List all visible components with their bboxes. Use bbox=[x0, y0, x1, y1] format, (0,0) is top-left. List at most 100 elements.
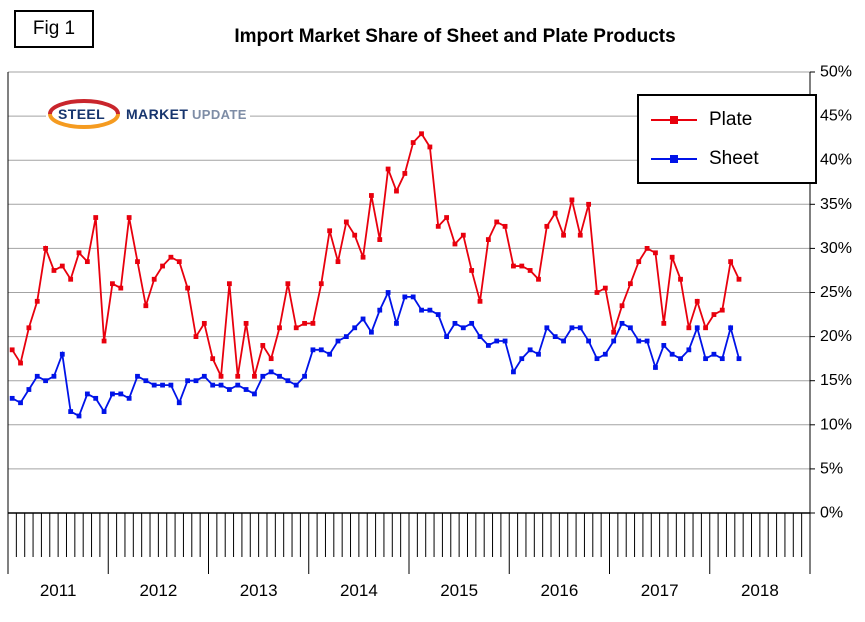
data-point-plate bbox=[277, 325, 282, 331]
data-point-sheet bbox=[185, 378, 191, 384]
figure-label-box: Fig 1 bbox=[14, 10, 94, 48]
data-point-sheet bbox=[160, 382, 165, 388]
data-point-plate bbox=[243, 320, 249, 326]
data-point-sheet bbox=[653, 365, 658, 370]
data-point-plate bbox=[719, 307, 725, 313]
data-point-plate bbox=[694, 298, 700, 304]
data-point-sheet bbox=[327, 351, 333, 357]
data-point-sheet bbox=[210, 382, 216, 388]
y-tick-label: 40% bbox=[820, 152, 852, 169]
data-point-sheet bbox=[544, 325, 550, 331]
data-point-plate bbox=[369, 193, 374, 198]
x-year-label: 2014 bbox=[340, 581, 378, 600]
data-point-sheet bbox=[711, 351, 717, 357]
x-year-label: 2016 bbox=[540, 581, 578, 600]
data-point-sheet bbox=[511, 369, 516, 375]
data-point-sheet bbox=[427, 307, 433, 313]
data-point-sheet bbox=[569, 325, 575, 331]
data-point-sheet bbox=[84, 391, 90, 397]
data-point-plate bbox=[126, 215, 132, 220]
data-point-sheet bbox=[310, 347, 316, 353]
data-point-sheet bbox=[226, 387, 232, 392]
data-point-sheet bbox=[9, 395, 15, 401]
data-point-sheet bbox=[176, 400, 182, 406]
data-point-plate bbox=[51, 268, 57, 273]
data-point-plate bbox=[268, 356, 274, 362]
data-point-sheet bbox=[728, 325, 734, 331]
data-point-plate bbox=[26, 325, 32, 331]
data-point-plate bbox=[502, 223, 508, 229]
data-point-sheet bbox=[460, 325, 466, 331]
data-point-sheet bbox=[552, 334, 558, 339]
data-point-plate bbox=[586, 201, 592, 207]
data-point-plate bbox=[728, 259, 734, 265]
data-point-plate bbox=[293, 325, 299, 331]
series-line-plate bbox=[11, 132, 740, 380]
data-point-sheet bbox=[477, 334, 483, 339]
data-point-sheet bbox=[193, 378, 199, 384]
data-point-plate bbox=[285, 281, 291, 287]
data-point-sheet bbox=[168, 382, 174, 388]
data-point-plate bbox=[135, 259, 140, 265]
data-point-plate bbox=[644, 246, 650, 251]
x-year-label: 2011 bbox=[40, 581, 77, 600]
data-point-sheet bbox=[285, 378, 291, 384]
legend: Plate Sheet bbox=[637, 94, 817, 184]
y-tick-label: 10% bbox=[820, 416, 852, 433]
data-point-sheet bbox=[335, 338, 341, 344]
chart-title: Import Market Share of Sheet and Plate P… bbox=[234, 26, 676, 47]
data-point-sheet bbox=[435, 312, 441, 317]
data-point-sheet bbox=[577, 325, 583, 331]
data-point-plate bbox=[84, 259, 90, 265]
data-point-sheet bbox=[402, 294, 408, 300]
data-point-plate bbox=[9, 347, 15, 353]
data-point-plate bbox=[151, 276, 157, 282]
data-point-sheet bbox=[59, 351, 65, 357]
data-point-plate bbox=[653, 250, 658, 256]
y-tick-label: 35% bbox=[820, 196, 852, 213]
data-point-sheet bbox=[343, 334, 349, 339]
data-point-sheet bbox=[43, 378, 48, 384]
y-tick-label: 5% bbox=[820, 460, 843, 477]
data-point-sheet bbox=[369, 329, 374, 335]
legend-label-sheet: Sheet bbox=[709, 147, 759, 169]
data-point-plate bbox=[736, 276, 742, 282]
data-point-sheet bbox=[318, 347, 324, 353]
data-point-plate bbox=[711, 312, 717, 317]
data-point-sheet bbox=[602, 351, 608, 357]
data-point-plate bbox=[477, 298, 483, 304]
data-point-sheet bbox=[243, 387, 249, 392]
data-point-sheet bbox=[101, 409, 107, 414]
data-point-plate bbox=[552, 210, 558, 216]
data-point-plate bbox=[235, 373, 241, 379]
data-point-sheet bbox=[151, 382, 157, 388]
data-point-plate bbox=[343, 219, 349, 225]
data-point-sheet bbox=[126, 395, 132, 401]
data-point-plate bbox=[302, 320, 307, 326]
data-point-plate bbox=[519, 263, 525, 269]
data-point-sheet bbox=[502, 338, 508, 344]
x-year-label: 2012 bbox=[139, 581, 177, 600]
data-point-sheet bbox=[561, 338, 566, 344]
y-tick-label: 45% bbox=[820, 108, 852, 125]
data-point-plate bbox=[110, 281, 115, 287]
data-point-plate bbox=[511, 263, 516, 269]
x-year-label: 2015 bbox=[440, 581, 478, 600]
data-point-plate bbox=[160, 263, 165, 269]
data-point-sheet bbox=[18, 400, 23, 406]
data-point-sheet bbox=[302, 373, 307, 379]
data-point-plate bbox=[310, 320, 316, 326]
data-point-plate bbox=[76, 250, 82, 256]
data-point-plate bbox=[59, 263, 65, 269]
data-point-sheet bbox=[143, 378, 149, 384]
data-point-sheet bbox=[586, 338, 592, 344]
data-point-plate bbox=[669, 254, 675, 260]
data-point-plate bbox=[611, 329, 617, 335]
data-point-plate bbox=[34, 298, 40, 304]
legend-item-sheet: Sheet bbox=[651, 148, 815, 170]
data-point-sheet bbox=[444, 334, 449, 339]
x-year-label: 2013 bbox=[240, 581, 278, 600]
data-point-sheet bbox=[201, 373, 207, 379]
data-point-plate bbox=[536, 276, 541, 282]
